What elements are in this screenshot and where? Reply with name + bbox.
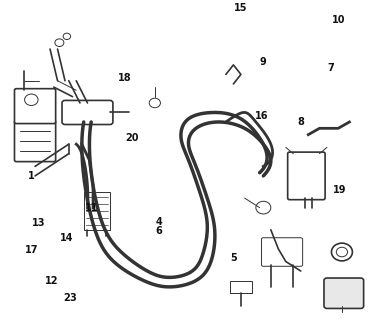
- FancyBboxPatch shape: [324, 278, 364, 308]
- Circle shape: [149, 98, 161, 108]
- Text: 2: 2: [63, 293, 70, 303]
- Text: 6: 6: [155, 226, 162, 236]
- Text: 12: 12: [45, 276, 59, 285]
- Circle shape: [336, 247, 348, 257]
- Circle shape: [331, 243, 352, 261]
- Text: 15: 15: [234, 3, 248, 13]
- FancyBboxPatch shape: [14, 120, 56, 162]
- Text: 11: 11: [84, 203, 98, 212]
- FancyBboxPatch shape: [262, 238, 303, 266]
- Circle shape: [63, 33, 70, 39]
- Text: 3: 3: [69, 293, 76, 303]
- Circle shape: [55, 39, 64, 46]
- Circle shape: [256, 201, 271, 214]
- Text: 14: 14: [60, 233, 74, 243]
- FancyBboxPatch shape: [230, 281, 252, 293]
- Text: 8: 8: [297, 117, 304, 127]
- Text: 16: 16: [255, 111, 268, 121]
- Text: 17: 17: [25, 245, 38, 255]
- FancyBboxPatch shape: [62, 100, 113, 124]
- Text: 18: 18: [118, 73, 132, 83]
- Text: 5: 5: [230, 253, 237, 263]
- Text: 1: 1: [28, 171, 35, 181]
- Text: 20: 20: [126, 133, 139, 143]
- Text: 10: 10: [331, 15, 345, 26]
- FancyBboxPatch shape: [84, 192, 110, 230]
- Text: 4: 4: [155, 217, 162, 227]
- Circle shape: [25, 94, 38, 106]
- Text: 13: 13: [32, 219, 46, 228]
- Text: 9: 9: [260, 57, 267, 67]
- FancyBboxPatch shape: [288, 152, 325, 200]
- Text: 19: 19: [333, 185, 347, 195]
- Text: 7: 7: [327, 63, 334, 73]
- FancyBboxPatch shape: [14, 89, 56, 124]
